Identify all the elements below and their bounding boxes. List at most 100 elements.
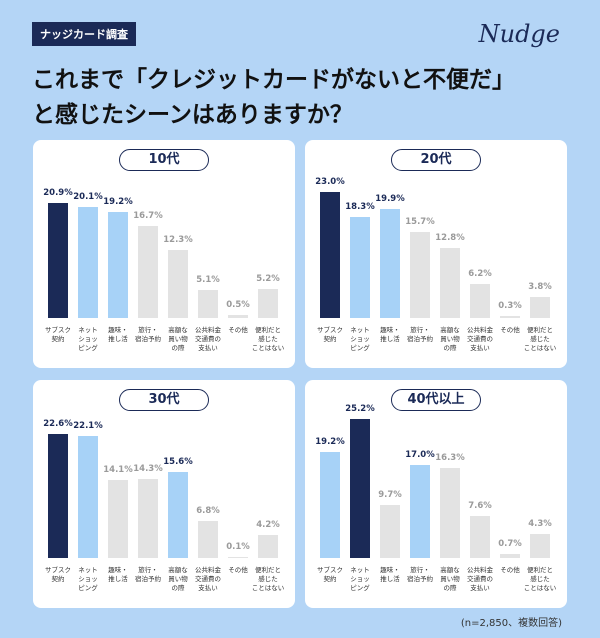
category-label: その他: [228, 326, 248, 334]
bar: [350, 419, 370, 558]
category-label: 高額な 買い物 の際: [440, 326, 460, 352]
panel: 20代 23.0% サブスク 契約 18.3% ネット ショッ ピング 19.9% 趣味・ …: [305, 140, 567, 368]
bar: [198, 520, 218, 558]
value-label: 22.6%: [43, 418, 73, 429]
value-label: 0.3%: [498, 301, 522, 312]
value-label: 23.0%: [315, 176, 345, 187]
panel-title: 10代: [119, 149, 209, 171]
value-label: 0.5%: [226, 300, 250, 311]
bar: [258, 289, 278, 318]
category-label: 旅行・ 宿泊予約: [407, 566, 433, 583]
bar: [350, 217, 370, 318]
bar: [48, 203, 68, 318]
panel-title: 40代以上: [391, 389, 481, 411]
bar: [500, 316, 520, 318]
value-label: 15.7%: [405, 216, 435, 227]
panel-title: 20代: [391, 149, 481, 171]
bar: [470, 516, 490, 558]
category-label: サブスク 契約: [45, 566, 71, 583]
value-label: 12.8%: [435, 232, 465, 243]
bar: [470, 283, 490, 318]
value-label: 3.8%: [528, 282, 552, 293]
value-label: 14.3%: [133, 464, 163, 475]
category-label: 公共料金 交通費の 支払い: [467, 566, 493, 592]
category-label: 高額な 買い物 の際: [168, 566, 188, 592]
bar: [48, 433, 68, 558]
value-label: 7.6%: [468, 501, 492, 512]
category-label: 旅行・ 宿泊予約: [407, 326, 433, 343]
value-label: 17.0%: [405, 449, 435, 460]
bar: [380, 504, 400, 558]
category-label: 公共料金 交通費の 支払い: [467, 326, 493, 352]
category-label: 趣味・ 推し活: [380, 566, 400, 583]
bar: [320, 191, 340, 318]
bar: [168, 472, 188, 558]
bar: [108, 212, 128, 318]
bar: [380, 208, 400, 318]
value-label: 19.2%: [315, 437, 345, 448]
bar: [138, 479, 158, 558]
value-label: 5.1%: [196, 274, 220, 285]
bar: [410, 464, 430, 558]
tag: ナッジカード調査: [32, 22, 136, 46]
category-label: 旅行・ 宿泊予約: [135, 326, 161, 343]
category-label: ネット ショッ ピング: [78, 566, 98, 592]
bar: [258, 534, 278, 558]
value-label: 25.2%: [345, 404, 375, 415]
category-label: その他: [500, 326, 520, 334]
value-label: 19.9%: [375, 193, 405, 204]
value-label: 0.1%: [226, 542, 250, 553]
panel: 40代以上 19.2% サブスク 契約 25.2% ネット ショッ ピング 9.7% 趣味・…: [305, 380, 567, 608]
title: と感じたシーンはありますか？: [32, 102, 353, 128]
value-label: 16.7%: [133, 211, 163, 222]
panel: 30代 22.6% サブスク 契約 22.1% ネット ショッ ピング 14.1% 趣味・ …: [33, 380, 295, 608]
bar: [138, 226, 158, 318]
value-label: 15.6%: [163, 457, 193, 468]
value-label: 4.2%: [256, 519, 280, 530]
value-label: 6.2%: [468, 268, 492, 279]
category-label: ネット ショッ ピング: [350, 326, 370, 352]
category-label: その他: [500, 566, 520, 574]
category-label: サブスク 契約: [317, 326, 343, 343]
category-label: サブスク 契約: [45, 326, 71, 343]
category-label: 公共料金 交通費の 支払い: [195, 326, 221, 352]
panel: 10代 20.9% サブスク 契約 20.1% ネット ショッ ピング 19.2% 趣味・ …: [33, 140, 295, 368]
value-label: 16.3%: [435, 453, 465, 464]
category-label: サブスク 契約: [317, 566, 343, 583]
category-label: 高額な 買い物 の際: [168, 326, 188, 352]
category-label: 便利だと 感じた ことはない: [523, 326, 557, 352]
note: (n=2,850、複数回答): [460, 618, 562, 629]
value-label: 12.3%: [163, 235, 193, 246]
category-label: ネット ショッ ピング: [78, 326, 98, 352]
category-label: 趣味・ 推し活: [108, 326, 128, 343]
value-label: 9.7%: [378, 489, 402, 500]
value-label: 19.2%: [103, 197, 133, 208]
value-label: 20.9%: [43, 188, 73, 199]
category-label: 旅行・ 宿泊予約: [135, 566, 161, 583]
bar: [78, 207, 98, 318]
category-label: 趣味・ 推し活: [108, 566, 128, 583]
bar: [410, 231, 430, 318]
panel-title: 30代: [119, 389, 209, 411]
bar: [78, 436, 98, 558]
category-label: ネット ショッ ピング: [350, 566, 370, 592]
value-label: 4.3%: [528, 519, 552, 530]
bar: [320, 452, 340, 558]
value-label: 14.1%: [103, 465, 133, 476]
logo: Nudge: [478, 20, 560, 48]
bar: [440, 468, 460, 558]
category-label: 高額な 買い物 の際: [440, 566, 460, 592]
title: これまで「クレジットカードがないと不便だ」: [32, 67, 515, 93]
category-label: 趣味・ 推し活: [380, 326, 400, 343]
bar: [530, 297, 550, 318]
category-label: その他: [228, 566, 248, 574]
bar: [440, 247, 460, 318]
value-label: 22.1%: [73, 421, 103, 432]
value-label: 0.7%: [498, 539, 522, 550]
bar: [228, 315, 248, 318]
bar: [198, 289, 218, 318]
bar: [168, 250, 188, 318]
category-label: 便利だと 感じた ことはない: [251, 566, 285, 592]
bar: [228, 557, 248, 558]
